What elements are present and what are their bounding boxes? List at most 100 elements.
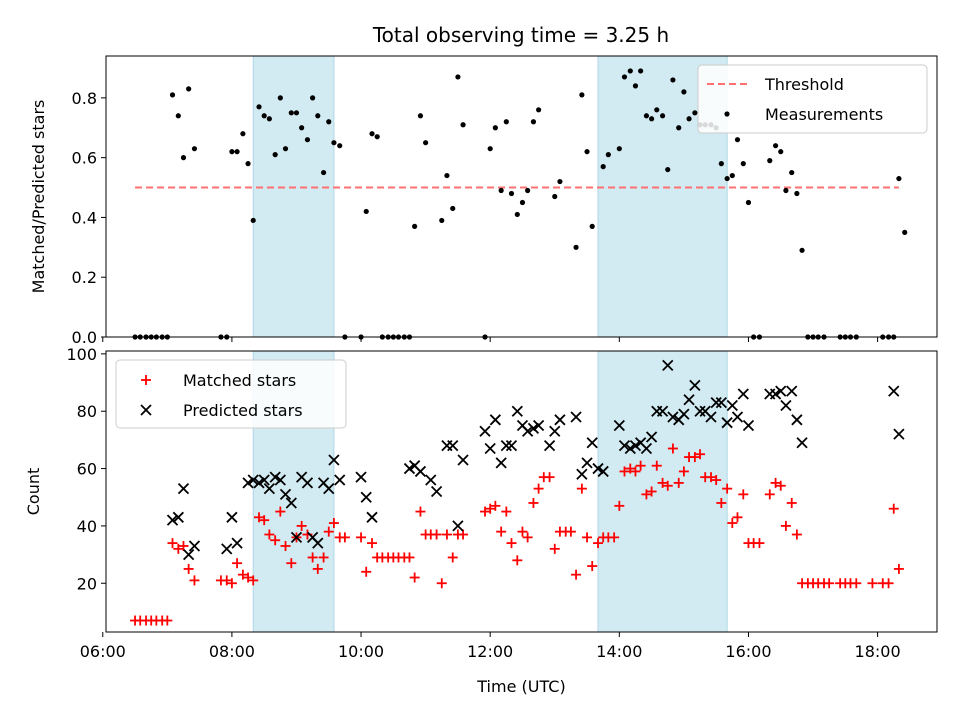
predicted-star-point-46 [521, 425, 534, 437]
legend-threshold-label: Threshold [764, 75, 844, 94]
matched-star-point-93 [678, 466, 689, 477]
predicted-star-point-5 [221, 543, 233, 555]
matched-star-point-102 [727, 518, 738, 529]
matched-star-point-109 [770, 477, 781, 488]
measurement-point-50 [444, 172, 450, 179]
matched-star-point-61 [506, 538, 517, 549]
measurement-point-53 [460, 122, 466, 128]
predicted-star-point-13 [269, 471, 281, 483]
predicted-star-point-12 [263, 482, 275, 495]
measurement-point-11 [191, 146, 198, 152]
matched-star-point-107 [754, 538, 765, 549]
matched-star-point-11 [189, 575, 200, 586]
predicted-star-point-15 [279, 488, 292, 501]
x-axis-label: Time (UTC) [476, 677, 565, 696]
matched-star-point-62 [512, 555, 523, 566]
measurement-point-19 [256, 104, 262, 110]
measurement-point-56 [492, 125, 498, 131]
matched-star-point-18 [248, 575, 259, 586]
measurement-point-31 [320, 169, 327, 176]
predicted-star-point-90 [888, 385, 900, 397]
measurement-point-85 [681, 89, 687, 95]
measurement-point-79 [649, 116, 655, 122]
measurement-point-102 [778, 149, 784, 155]
time-x-tick-label-2: 10:00 [338, 642, 384, 661]
matched-star-point-59 [496, 526, 507, 537]
predicted-star-point-35 [447, 439, 459, 452]
count-panel: 20 40 60 80 100 06:00 08:00 10:00 12:00 14:00 16:… [24, 345, 938, 696]
measurement-point-24 [282, 146, 289, 152]
measurement-point-33 [331, 140, 337, 146]
measurement-point-61 [519, 199, 526, 206]
measurement-point-75 [627, 68, 633, 74]
predicted-star-point-81 [737, 388, 749, 400]
matched-star-point-111 [780, 520, 791, 531]
measurement-point-103 [783, 187, 789, 194]
time-x-tick-label-4: 14:00 [596, 642, 642, 661]
measurement-point-18 [250, 217, 256, 224]
matched-star-point-37 [361, 566, 372, 577]
predicted-star-point-59 [618, 439, 631, 452]
measurement-point-37 [363, 208, 369, 215]
matched-star-point-15 [232, 558, 243, 569]
count-y-axis-label: Count [24, 468, 43, 516]
predicted-star-point-21 [312, 537, 324, 549]
measurement-point-17 [245, 161, 251, 167]
predicted-star-point-6 [226, 511, 238, 523]
count-y-tick-label-0: 20 [77, 574, 97, 593]
predicted-star-point-44 [511, 405, 523, 417]
count-y-tick-label-3: 80 [77, 402, 97, 421]
measurement-point-101 [772, 143, 779, 149]
matched-star-point-57 [485, 503, 496, 514]
measurement-point-52 [455, 74, 461, 80]
predicted-star-point-67 [662, 359, 674, 371]
predicted-star-point-28 [366, 511, 378, 523]
predicted-stars-points [166, 359, 905, 561]
measurement-point-38 [369, 131, 375, 137]
predicted-star-point-57 [597, 465, 609, 478]
matched-star-point-9 [178, 540, 189, 551]
predicted-star-point-70 [678, 408, 690, 420]
matched-star-point-124 [867, 578, 878, 589]
measurement-point-22 [272, 152, 278, 158]
measurement-point-29 [310, 95, 316, 101]
matched-star-point-35 [339, 532, 350, 543]
matched-star-point-52 [441, 529, 452, 540]
matched-star-point-126 [883, 578, 894, 589]
matched-star-point-85 [635, 460, 646, 471]
predicted-star-point-31 [414, 465, 427, 478]
matched-star-point-84 [630, 466, 641, 477]
matched-star-point-74 [576, 483, 587, 494]
matched-star-point-110 [775, 480, 786, 491]
matched-star-point-31 [318, 552, 329, 563]
matched-star-point-69 [549, 543, 560, 554]
legend-matched-label: Matched stars [183, 371, 296, 390]
matched-star-point-32 [323, 526, 334, 537]
matched-star-point-10 [183, 563, 194, 574]
measurement-point-63 [530, 119, 537, 125]
ratio-y-tick-label-1: 0.2 [72, 268, 97, 287]
matched-star-point-14 [226, 578, 237, 589]
matched-star-point-87 [646, 486, 657, 497]
predicted-star-point-10 [253, 477, 265, 489]
measurement-point-73 [616, 146, 622, 152]
measurement-point-65 [552, 193, 558, 200]
ratio-y-tick-label-0: 0.0 [72, 328, 97, 347]
measurement-point-46 [412, 223, 418, 229]
matched-star-point-89 [657, 477, 668, 488]
matched-star-point-17 [243, 572, 254, 583]
predicted-star-point-68 [667, 411, 679, 423]
matched-star-point-65 [528, 497, 539, 508]
matched-star-point-99 [711, 475, 722, 486]
time-x-tick-label-1: 08:00 [209, 642, 255, 661]
predicted-star-point-58 [613, 419, 625, 432]
count-legend: Matched stars Predicted stars [115, 359, 347, 429]
matched-star-point-46 [409, 572, 420, 583]
count-legend-box [115, 359, 347, 429]
measurement-point-105 [794, 190, 800, 197]
predicted-star-point-4 [188, 540, 201, 552]
predicted-star-point-49 [543, 439, 556, 452]
measurement-point-10 [186, 86, 192, 92]
predicted-star-point-42 [500, 439, 512, 452]
matched-star-point-101 [722, 483, 733, 494]
